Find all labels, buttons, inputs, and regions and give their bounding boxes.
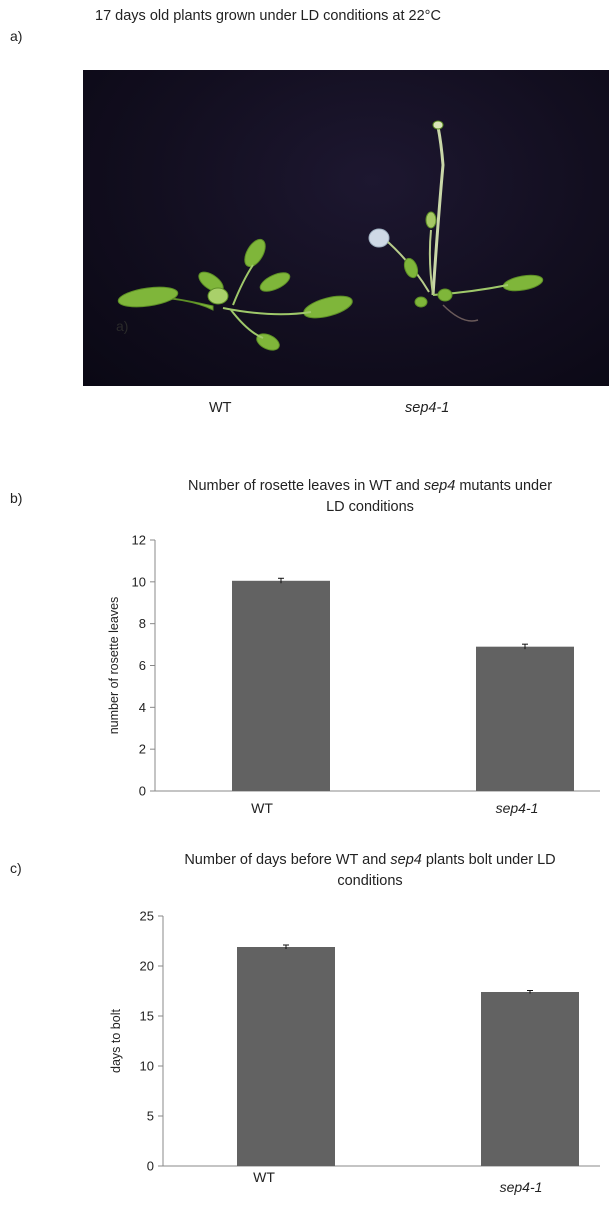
chart-c-days-to-bolt: 0 5 10 15 20 25 days to bolt WT sep4-1 bbox=[109, 909, 600, 1195]
chart-c-title: Number of days before WT and sep4 plants… bbox=[140, 850, 600, 892]
chart-b-title-line-1: Number of rosette leaves in WT and sep4 … bbox=[187, 478, 553, 494]
y-tick-label: 20 bbox=[140, 959, 154, 974]
x-category-label: sep4-1 bbox=[500, 1179, 543, 1195]
panel-a-label: a) bbox=[10, 28, 23, 44]
x-category-label: WT bbox=[253, 1169, 275, 1185]
photo-label-wt: WT bbox=[209, 400, 232, 416]
y-tick-label: 2 bbox=[139, 742, 146, 757]
y-tick-label: 10 bbox=[132, 574, 146, 589]
plant-photo-drawing bbox=[117, 120, 544, 351]
y-tick-label: 15 bbox=[140, 1009, 154, 1024]
chart-b-rosette-leaves: 0 2 4 6 8 10 12 number of rosette leaves WT sep4-… bbox=[107, 533, 600, 816]
photo-label-sep4: sep4-1 bbox=[405, 400, 450, 416]
chart-b-title-line-2: LD conditions bbox=[326, 499, 414, 515]
y-tick-label: 10 bbox=[140, 1059, 154, 1074]
y-tick-label: 6 bbox=[139, 658, 146, 673]
plant-photo: a) bbox=[83, 70, 609, 386]
wt-rosette bbox=[117, 238, 353, 351]
y-tick-label: 5 bbox=[147, 1109, 154, 1124]
y-tick-label: 8 bbox=[139, 616, 146, 631]
panel-a-title: 17 days old plants grown under LD condit… bbox=[95, 8, 441, 24]
bar-wt bbox=[237, 947, 335, 1166]
y-tick-label: 4 bbox=[139, 700, 146, 715]
y-axis-title: number of rosette leaves bbox=[107, 597, 121, 735]
x-category-label: WT bbox=[251, 800, 273, 816]
photo-overlay-label: a) bbox=[116, 318, 129, 334]
y-axis-title: days to bolt bbox=[109, 1009, 123, 1073]
sep4-rosette bbox=[368, 120, 544, 322]
panel-b-label: b) bbox=[10, 490, 23, 506]
panel-c-label: c) bbox=[10, 860, 22, 876]
chart-c-title-line-1: Number of days before WT and sep4 plants… bbox=[184, 852, 556, 868]
y-tick-label: 12 bbox=[132, 533, 146, 548]
bar-sep4-1 bbox=[481, 992, 579, 1166]
bar-sep4-1 bbox=[476, 646, 574, 791]
bar-wt bbox=[232, 580, 330, 791]
y-tick-label: 0 bbox=[139, 784, 146, 799]
y-tick-label: 0 bbox=[147, 1159, 154, 1174]
chart-b-title: Number of rosette leaves in WT and sep4 … bbox=[140, 476, 600, 518]
y-tick-label: 25 bbox=[140, 909, 154, 924]
x-category-label: sep4-1 bbox=[496, 800, 539, 816]
chart-c-title-line-2: conditions bbox=[337, 873, 403, 889]
